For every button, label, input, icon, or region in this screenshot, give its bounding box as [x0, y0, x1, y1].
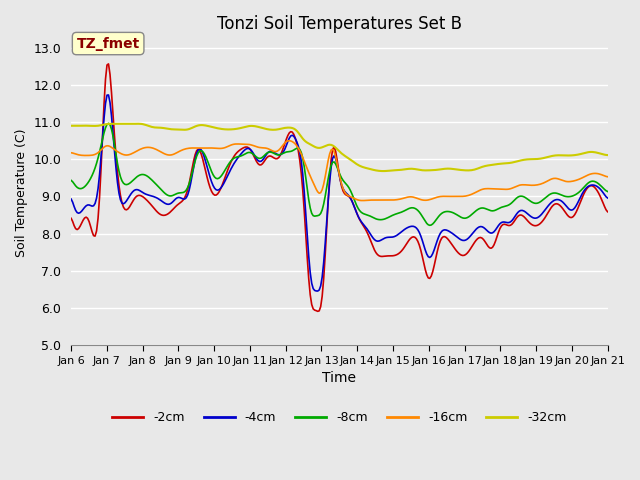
-2cm — [604, 209, 611, 215]
Title: Tonzi Soil Temperatures Set B: Tonzi Soil Temperatures Set B — [217, 15, 462, 33]
-8cm — [67, 178, 75, 183]
-16cm — [245, 142, 253, 147]
-8cm — [577, 188, 584, 193]
-8cm — [303, 186, 311, 192]
-8cm — [228, 156, 236, 162]
-16cm — [604, 174, 611, 180]
-32cm — [303, 140, 311, 145]
-32cm — [134, 121, 142, 127]
Line: -16cm: -16cm — [71, 141, 607, 201]
-8cm — [246, 150, 254, 156]
-2cm — [255, 162, 263, 168]
-32cm — [67, 123, 75, 129]
-8cm — [134, 173, 142, 179]
Legend: -2cm, -4cm, -8cm, -16cm, -32cm: -2cm, -4cm, -8cm, -16cm, -32cm — [107, 407, 572, 430]
-16cm — [577, 176, 584, 181]
-16cm — [133, 148, 141, 154]
-16cm — [285, 138, 293, 144]
-16cm — [67, 150, 75, 156]
-4cm — [105, 92, 113, 98]
Line: -8cm: -8cm — [71, 123, 607, 225]
-32cm — [604, 152, 611, 158]
-16cm — [303, 166, 311, 172]
-8cm — [426, 222, 433, 228]
-4cm — [134, 187, 142, 193]
-2cm — [228, 156, 236, 162]
-4cm — [604, 195, 611, 201]
-2cm — [246, 147, 254, 153]
Text: TZ_fmet: TZ_fmet — [77, 36, 140, 50]
-32cm — [228, 126, 236, 132]
X-axis label: Time: Time — [323, 371, 356, 385]
-4cm — [228, 163, 236, 169]
-2cm — [134, 192, 142, 198]
-8cm — [255, 156, 263, 161]
Line: -2cm: -2cm — [71, 64, 607, 312]
-32cm — [133, 121, 141, 127]
-4cm — [255, 158, 263, 164]
Line: -4cm: -4cm — [71, 95, 607, 291]
-16cm — [227, 142, 235, 148]
-2cm — [314, 309, 321, 314]
Line: -32cm: -32cm — [71, 124, 607, 171]
-32cm — [380, 168, 387, 174]
-2cm — [303, 255, 311, 261]
-2cm — [105, 61, 113, 67]
-32cm — [246, 123, 254, 129]
-4cm — [67, 196, 75, 202]
-4cm — [314, 288, 321, 294]
-4cm — [303, 233, 311, 239]
-32cm — [577, 151, 584, 157]
-8cm — [105, 120, 113, 126]
-16cm — [254, 144, 262, 150]
-4cm — [577, 194, 584, 200]
Y-axis label: Soil Temperature (C): Soil Temperature (C) — [15, 129, 28, 257]
-4cm — [246, 146, 254, 152]
-2cm — [577, 198, 584, 204]
-8cm — [604, 189, 611, 194]
-32cm — [255, 124, 263, 130]
-2cm — [67, 216, 75, 221]
-16cm — [358, 198, 366, 204]
